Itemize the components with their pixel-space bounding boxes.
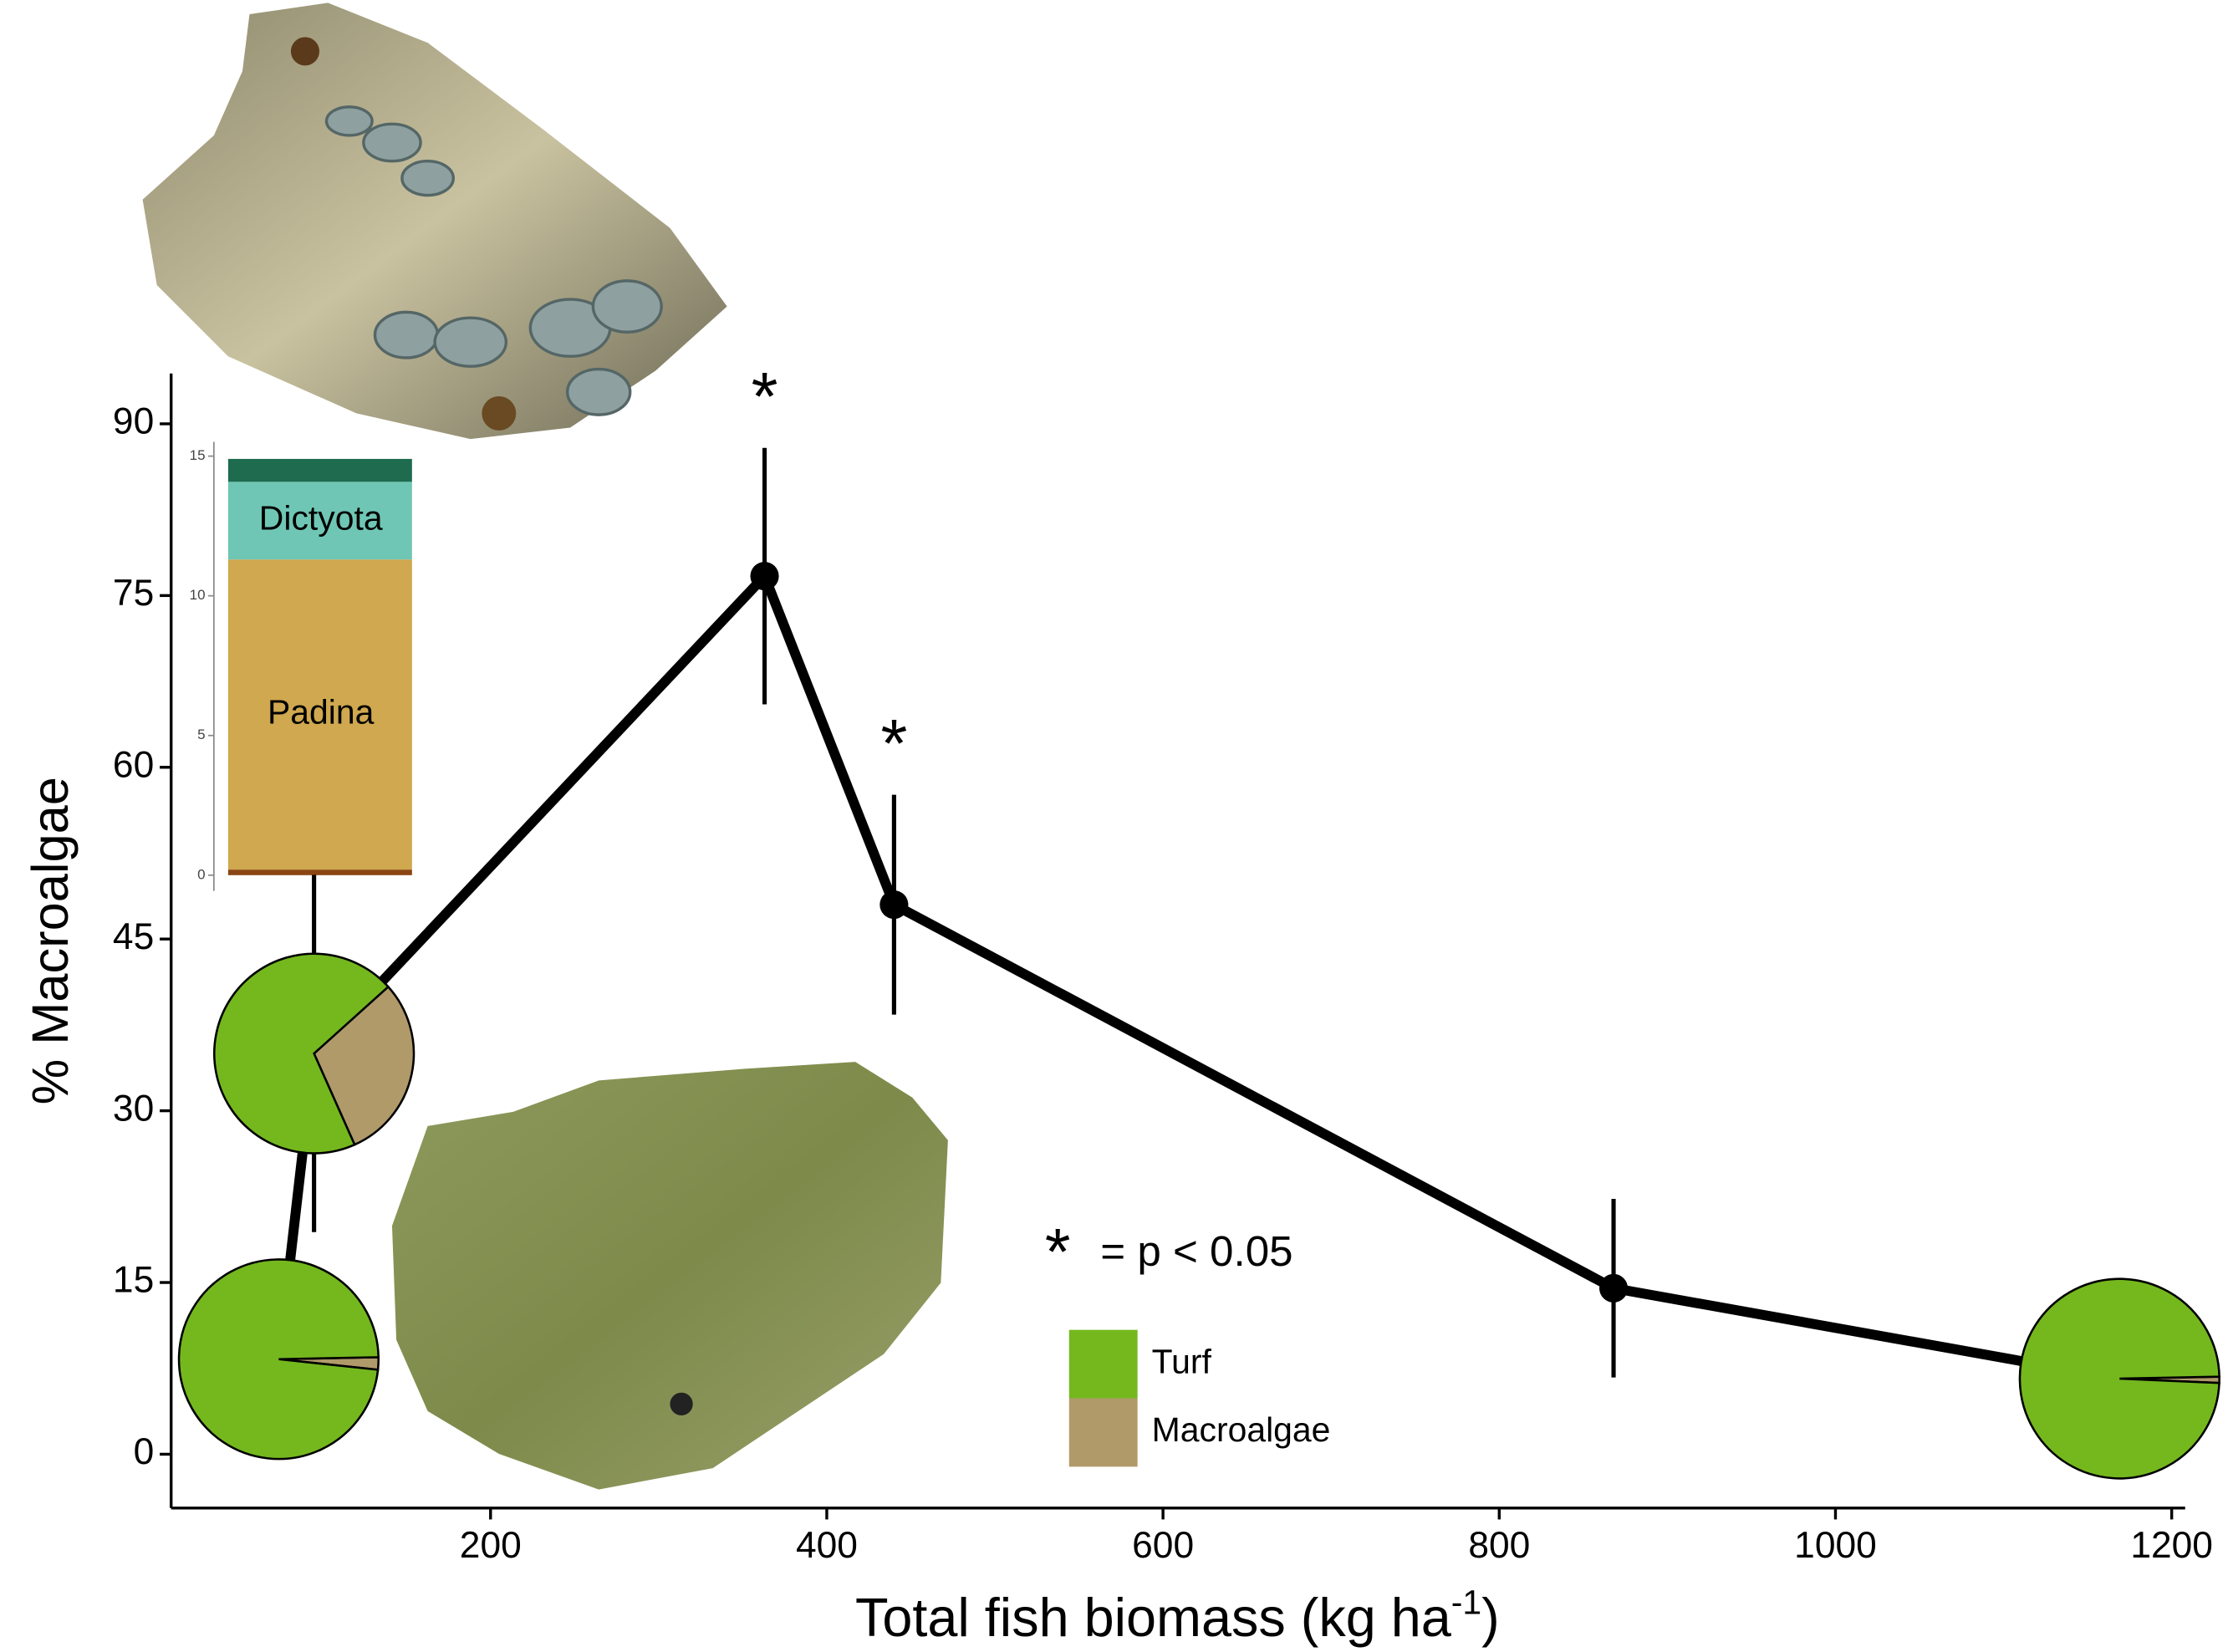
inset-segment: [227, 482, 412, 560]
pie-slice: [2018, 1277, 2220, 1480]
y-tick-label: 15: [113, 1260, 154, 1301]
significance-note: = p < 0.05: [1100, 1227, 1292, 1275]
inset-segment-label: Dictyota: [259, 499, 383, 538]
pie-slice: [313, 985, 416, 1146]
inset-segment: [227, 458, 412, 482]
pie-slice: [213, 952, 390, 1155]
y-axis-label: % Macroalgae: [22, 777, 79, 1104]
legend-swatch: [1068, 1398, 1138, 1467]
inset-tick-label: 0: [197, 866, 205, 882]
x-label-part: Total fish biomass (kg ha: [855, 1587, 1452, 1648]
y-tick-label: 0: [134, 1431, 155, 1472]
photo-rock-turf: [391, 1062, 948, 1490]
x-tick-label: 200: [460, 1525, 522, 1566]
inset-segment-label: Padina: [268, 692, 375, 731]
x-label-sup: -1: [1451, 1583, 1481, 1622]
point: [879, 890, 909, 920]
legend-label: Macroalgae: [1152, 1410, 1331, 1449]
x-tick-label: 800: [1468, 1525, 1530, 1566]
legend-label: Turf: [1152, 1342, 1212, 1380]
legend-swatch: [1068, 1329, 1138, 1399]
inset-tick-label: 15: [190, 447, 206, 463]
y-tick-label: 45: [113, 916, 154, 957]
x-tick-label: 1200: [2130, 1525, 2213, 1566]
pie-slice: [177, 1258, 380, 1461]
photo-rock-macroalgae: [142, 3, 727, 440]
x-tick-label: 1000: [1794, 1525, 1877, 1566]
inset-tick-label: 5: [197, 727, 205, 742]
inset-segment: [227, 869, 412, 875]
x-label-part: ): [1481, 1587, 1500, 1648]
significance-star: *: [1045, 1215, 1071, 1288]
y-tick-label: 60: [113, 744, 154, 785]
annotation: *: [752, 359, 778, 436]
inset-segment: [227, 559, 412, 870]
annotation: *: [880, 706, 907, 783]
y-tick-label: 75: [113, 573, 154, 614]
point: [1598, 1273, 1629, 1303]
x-axis-label: Total fish biomass (kg ha-1): [855, 1583, 1500, 1649]
point: [750, 562, 779, 591]
inset-tick-label: 10: [190, 587, 206, 603]
x-tick-label: 600: [1132, 1525, 1194, 1566]
y-tick-label: 30: [113, 1088, 154, 1129]
x-tick-label: 400: [796, 1525, 858, 1566]
y-tick-label: 90: [113, 401, 154, 442]
